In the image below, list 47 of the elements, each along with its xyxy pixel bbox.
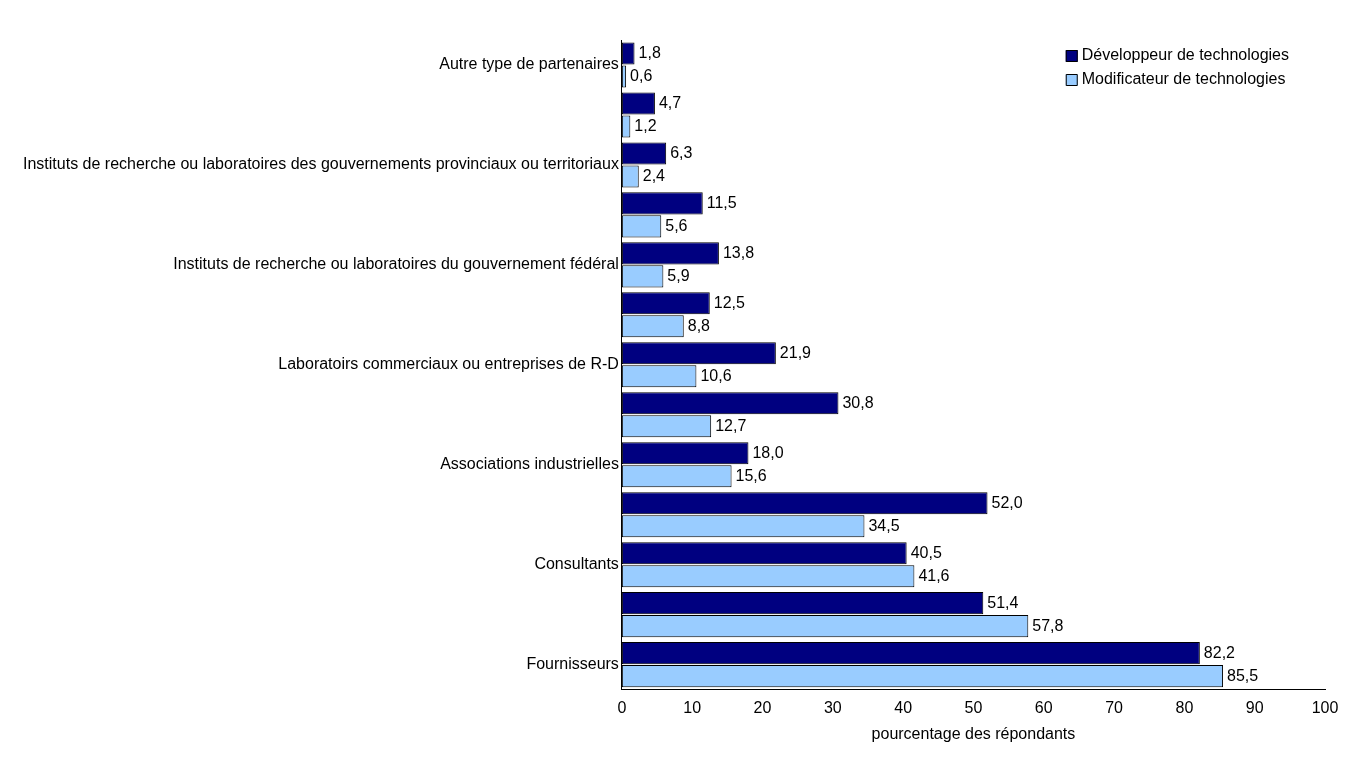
data-label: 34,5 <box>868 516 900 534</box>
legend-label: Développeur de technologies <box>1081 46 1290 64</box>
data-label: 13,8 <box>722 243 755 261</box>
data-label: 0,6 <box>630 66 653 84</box>
data-label: 52,0 <box>991 493 1023 511</box>
y-tick-label: Associations industrielles <box>440 455 619 473</box>
data-label: 40,5 <box>910 543 942 561</box>
data-label: 8,8 <box>687 316 711 334</box>
y-tick-label: Autre type de partenaires <box>439 55 619 73</box>
data-label: 2,4 <box>642 166 666 184</box>
data-label: 57,8 <box>1032 616 1064 634</box>
data-label: 1,2 <box>634 116 657 134</box>
data-label: 85,5 <box>1227 666 1259 684</box>
legend-label: Modificateur de technologies <box>1081 70 1286 88</box>
data-label: 41,6 <box>918 566 950 584</box>
x-tick-label: 90 <box>1245 698 1264 716</box>
y-tick-label: Laboratoirs commerciaux ou entreprises de R-D <box>278 355 619 373</box>
y-tick-label: Consultants <box>534 555 619 573</box>
y-tick-label: Instituts de recherche ou laboratoires du gouvernement fédéral <box>173 255 619 273</box>
x-tick-label: 80 <box>1175 698 1194 716</box>
x-tick-label: 100 <box>1311 698 1339 716</box>
x-tick-label: 60 <box>1034 698 1053 716</box>
data-label: 5,6 <box>665 216 688 234</box>
data-label: 15,6 <box>735 466 767 484</box>
data-label: 10,6 <box>700 366 732 384</box>
data-label: 12,7 <box>715 416 747 434</box>
data-label: 30,8 <box>842 393 874 411</box>
data-label: 21,9 <box>779 343 812 361</box>
y-tick-label: Instituts de recherche ou laboratoires des gouvernements provinciaux ou territoriaux <box>23 155 619 173</box>
data-label: 12,5 <box>713 293 746 311</box>
x-tick-label: 10 <box>683 698 702 716</box>
data-label: 5,9 <box>667 266 690 284</box>
x-tick-label: 40 <box>894 698 913 716</box>
data-label: 82,2 <box>1203 643 1236 661</box>
data-label: 1,8 <box>638 43 661 61</box>
data-label: 6,3 <box>670 143 693 161</box>
data-label: 4,7 <box>658 93 682 111</box>
x-tick-label: 20 <box>753 698 772 716</box>
x-tick-label: 30 <box>823 698 842 716</box>
data-label: 51,4 <box>987 593 1019 611</box>
x-tick-label: 70 <box>1105 698 1124 716</box>
x-tick-label: 50 <box>964 698 983 716</box>
data-label: 11,5 <box>706 193 737 211</box>
x-tick-label: 0 <box>617 698 627 716</box>
y-tick-label: Fournisseurs <box>526 655 619 673</box>
data-label: 18,0 <box>752 443 784 461</box>
x-axis-title: pourcentage des répondants <box>871 724 1076 742</box>
